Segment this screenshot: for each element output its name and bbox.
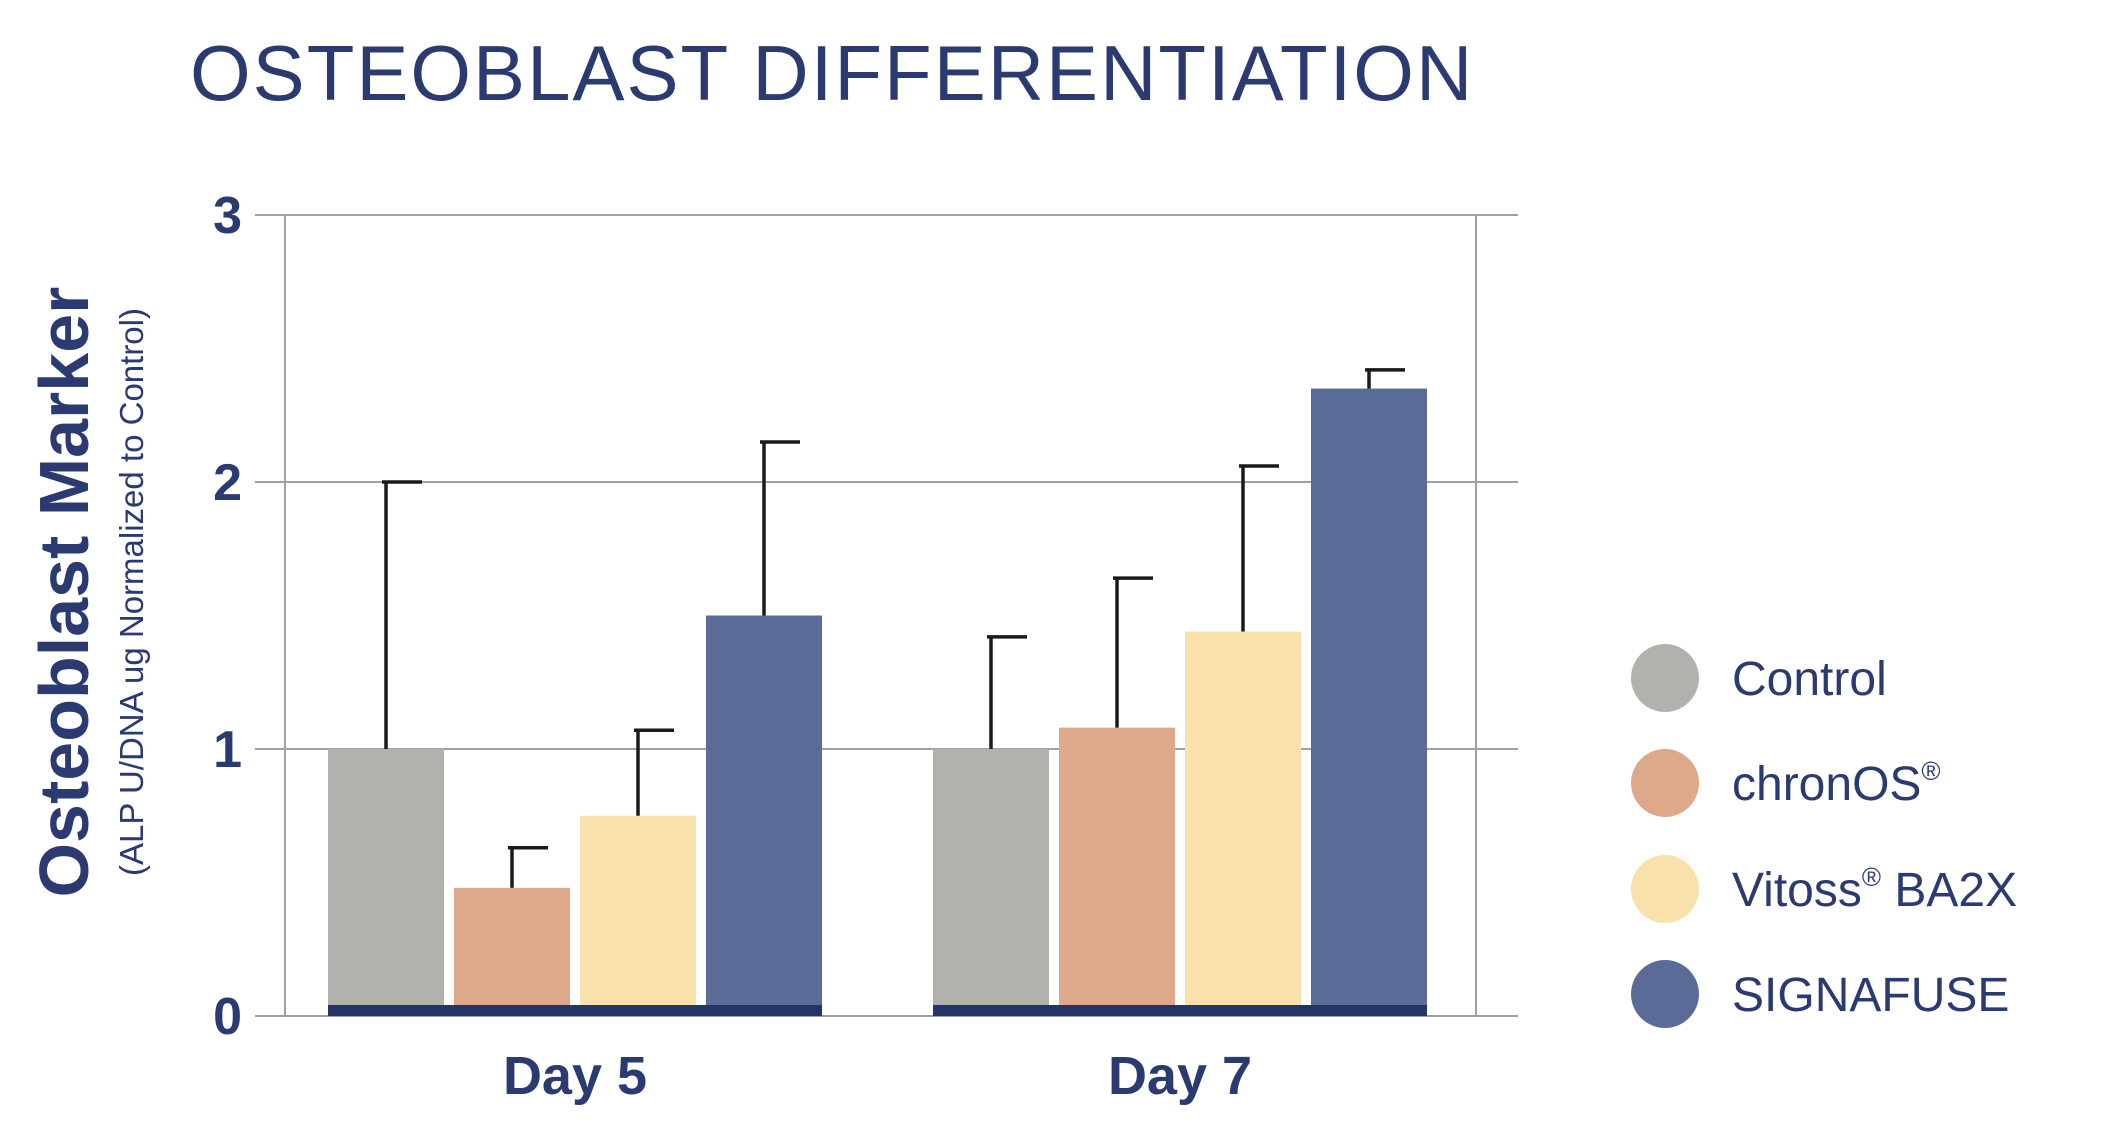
bar [454, 887, 570, 1016]
bar [328, 749, 444, 1016]
bar [933, 749, 1049, 1016]
legend: Control chronOS® Vitoss® BA2X SIGNAFUSE [1631, 644, 2017, 1028]
legend-label: SIGNAFUSE [1732, 969, 2009, 1022]
y-axis-subtitle: (ALP U/DNA ug Normalized to Control) [113, 308, 150, 876]
legend-label: chronOS® [1732, 756, 1941, 811]
legend-swatch [1631, 749, 1699, 817]
chart-title: OSTEOBLAST DIFFERENTIATION [190, 29, 1475, 117]
bar [706, 615, 822, 1016]
bar [580, 815, 696, 1016]
legend-swatch [1631, 960, 1699, 1028]
y-tick-label: 2 [213, 454, 242, 512]
group-baseline [933, 1005, 1427, 1016]
bar [1185, 631, 1301, 1016]
y-tick-label: 0 [213, 988, 242, 1046]
bar [1311, 388, 1427, 1016]
y-axis-sublabel: (ALP U/DNA ug Normalized to Control) [113, 308, 150, 876]
x-category-label: Day 5 [503, 1046, 647, 1106]
y-tick-label: 1 [213, 721, 242, 779]
y-tick-label: 3 [213, 187, 242, 245]
y-axis-ticks: 0 1 2 3 [213, 187, 242, 1046]
plot-frame [284, 215, 1477, 1016]
legend-label: Control [1732, 653, 1887, 706]
y-axis-label: Osteoblast Marker [25, 287, 103, 898]
legend-label: Vitoss® BA2X [1732, 862, 2017, 917]
baselines [328, 1005, 1427, 1016]
bar [1059, 727, 1175, 1016]
legend-swatch [1631, 855, 1699, 923]
bars [328, 388, 1427, 1016]
x-category-label: Day 7 [1108, 1046, 1252, 1106]
error-bars [382, 368, 1405, 888]
x-axis-categories: Day 5 Day 7 [503, 1046, 1252, 1106]
y-axis-title: Osteoblast Marker [25, 287, 103, 898]
group-baseline [328, 1005, 822, 1016]
legend-swatch [1631, 644, 1699, 712]
